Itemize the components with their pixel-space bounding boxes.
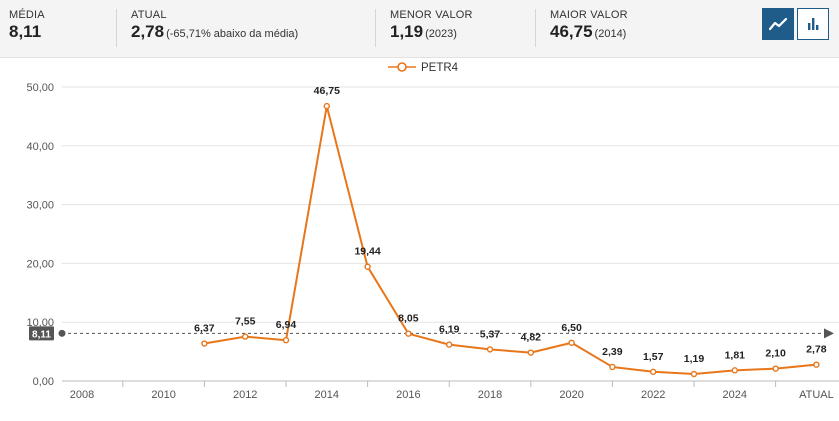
data-point — [690, 370, 698, 378]
data-point — [241, 333, 249, 340]
average-badge — [29, 326, 54, 341]
data-point — [364, 263, 371, 270]
chart-area: 0,00 10,00 20,00 30,00 40,00 50,00 2008 2010 20… — [0, 57, 839, 416]
data-point — [527, 349, 534, 356]
x-tick-label: 2016 — [396, 389, 420, 401]
average-label: 8,11 — [32, 329, 51, 340]
data-labels: 6,37 7,55 6,94 46,75 19,44 8,05 6,19 5,37 4,82 6,… — [194, 85, 827, 365]
data-label: 2,39 — [602, 346, 623, 358]
x-tick-label: 2012 — [233, 389, 257, 401]
y-axis: 0,00 10,00 20,00 30,00 40,00 50,00 — [26, 82, 54, 388]
data-label: 19,44 — [354, 246, 380, 258]
y-tick-label: 20,00 — [26, 258, 54, 270]
data-label: 5,37 — [480, 328, 501, 340]
stat-maior: MAIOR VALOR 46,75 (2014) — [550, 9, 628, 42]
data-point — [568, 339, 575, 346]
stat-menor-note: (2023) — [425, 28, 457, 40]
divider — [375, 9, 376, 47]
line-chart-button[interactable] — [762, 8, 794, 40]
data-point — [650, 368, 657, 375]
stat-media-label: MÉDIA — [9, 9, 45, 21]
data-label: 2,78 — [806, 344, 827, 356]
data-label: 4,82 — [521, 332, 542, 344]
stat-menor: MENOR VALOR 1,19 (2023) — [390, 9, 473, 42]
data-label: 2,10 — [765, 348, 786, 360]
x-tick-label: 2014 — [315, 389, 339, 401]
x-tick-label: 2020 — [559, 389, 583, 401]
stat-media-value: 8,11 — [9, 22, 42, 41]
stat-media: MÉDIA 8,11 — [9, 9, 45, 42]
summary-bar: MÉDIA 8,11 ATUAL 2,78 (-65,71% abaixo da … — [0, 0, 839, 58]
data-label: 1,57 — [643, 351, 664, 363]
data-point — [813, 361, 820, 368]
stat-maior-note: (2014) — [594, 28, 627, 40]
average-dot — [58, 329, 66, 337]
y-tick-label: 50,00 — [26, 82, 54, 94]
stat-atual-note: (-65,71% abaixo da média) — [166, 28, 299, 40]
data-point — [201, 340, 208, 347]
data-label: 6,50 — [561, 322, 582, 334]
data-label: 1,81 — [725, 349, 746, 361]
x-tick-label: ATUAL — [799, 389, 834, 401]
legend[interactable]: PETR4 — [388, 62, 459, 74]
x-tick-label: 2024 — [723, 389, 747, 401]
data-point — [446, 341, 453, 348]
series-line — [204, 105, 817, 376]
legend-label: PETR4 — [421, 62, 459, 74]
legend-marker — [397, 62, 407, 72]
grid-lines — [62, 86, 839, 323]
data-label: 6,37 — [194, 323, 215, 335]
data-point — [731, 367, 738, 374]
x-tick-label: 2022 — [641, 389, 665, 401]
stat-atual: ATUAL 2,78 (-65,71% abaixo da média) — [131, 9, 298, 42]
divider — [535, 9, 536, 47]
y-tick-label: 0,00 — [33, 376, 54, 388]
data-label: 8,05 — [398, 313, 419, 325]
stat-atual-value: 2,78 — [131, 22, 165, 41]
y-tick-label: 30,00 — [26, 200, 54, 212]
data-label: 7,55 — [235, 316, 256, 328]
y-tick-label: 40,00 — [26, 141, 54, 153]
stat-menor-label: MENOR VALOR — [390, 9, 473, 21]
x-axis: 2008 2010 2012 2014 2016 2018 2020 2022 2024 ATUA… — [62, 380, 839, 401]
data-label: 46,75 — [314, 85, 340, 97]
stat-maior-value: 46,75 — [550, 22, 593, 41]
stat-atual-label: ATUAL — [131, 9, 167, 21]
bar-chart-button[interactable] — [797, 8, 829, 40]
data-point — [405, 330, 412, 337]
y-tick-label: 10,00 — [26, 317, 54, 329]
stat-menor-value: 1,19 — [390, 22, 424, 41]
average-line: 8,11 — [29, 326, 834, 341]
series-petr4 — [201, 102, 820, 378]
data-point — [282, 336, 290, 344]
data-point — [609, 363, 616, 371]
average-arrow — [824, 328, 834, 339]
divider — [116, 9, 117, 47]
data-label: 6,94 — [276, 319, 297, 331]
x-tick-label: 2008 — [70, 389, 94, 401]
line-chart-icon — [769, 17, 787, 31]
stat-maior-label: MAIOR VALOR — [550, 9, 628, 21]
data-label: 6,19 — [439, 324, 460, 336]
x-tick-label: 2018 — [478, 389, 502, 401]
data-point — [323, 102, 330, 110]
data-point — [772, 365, 779, 372]
data-label: 1,19 — [684, 353, 705, 365]
bar-chart-icon — [808, 18, 819, 30]
data-point — [486, 346, 494, 353]
x-tick-label: 2010 — [151, 389, 175, 401]
